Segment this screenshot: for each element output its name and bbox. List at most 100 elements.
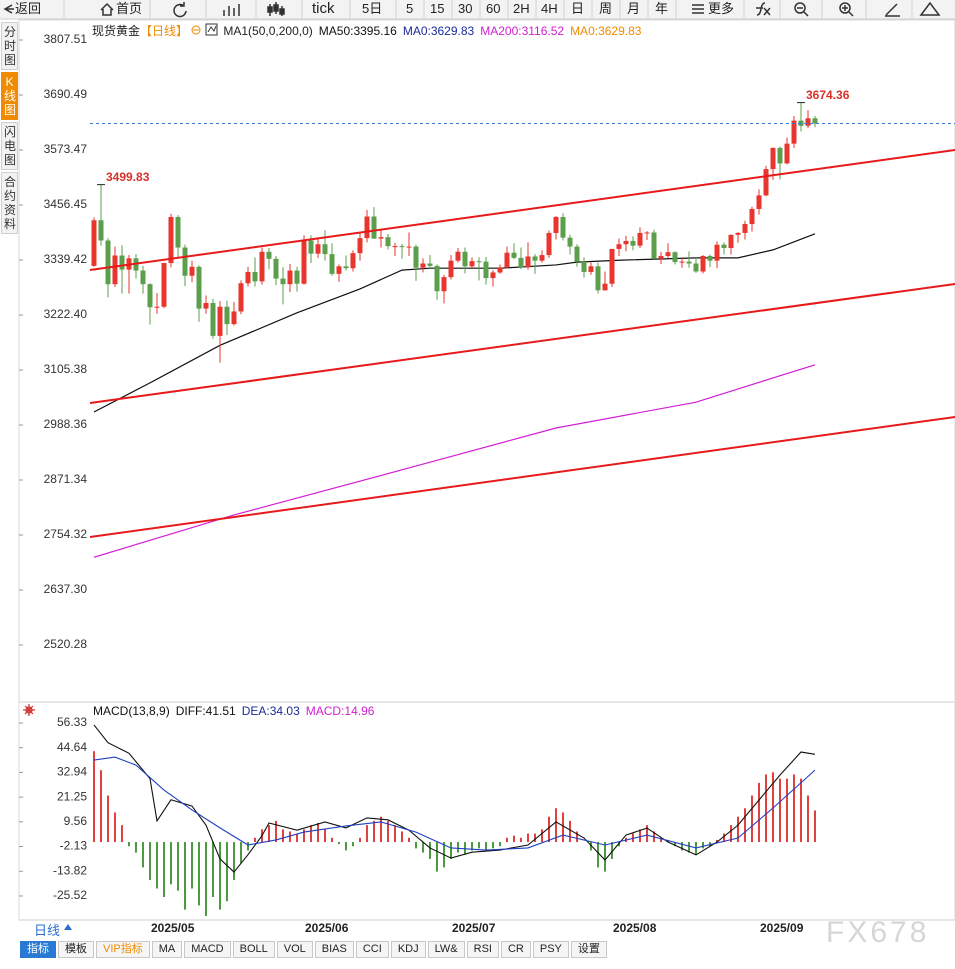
candle-body bbox=[812, 118, 818, 124]
candle-body bbox=[259, 251, 265, 282]
toolbar-button[interactable]: 日 bbox=[571, 1, 585, 16]
candle-body bbox=[210, 302, 216, 336]
candle-body bbox=[665, 252, 671, 256]
macd-bar bbox=[197, 842, 200, 906]
toolbar-button[interactable]: 周 bbox=[599, 1, 613, 16]
x-tick-label: 2025/05 bbox=[151, 921, 195, 935]
toolbar-button[interactable]: 60 bbox=[486, 1, 501, 16]
macd-bar bbox=[393, 825, 396, 843]
indicator-tab[interactable]: VOL bbox=[276, 941, 313, 958]
indicator-tab[interactable]: LW& bbox=[427, 941, 465, 958]
candle-body bbox=[742, 224, 748, 233]
toolbar-button[interactable]: 5日 bbox=[362, 1, 383, 16]
candle-body bbox=[301, 240, 307, 284]
candle-body bbox=[749, 208, 755, 225]
candle-body bbox=[245, 271, 251, 284]
y-tick-label: 32.94 bbox=[57, 765, 87, 779]
macd-bar bbox=[589, 842, 592, 851]
macd-bar bbox=[106, 795, 109, 843]
indicator-tab[interactable]: MA bbox=[151, 941, 183, 958]
candle-body bbox=[602, 283, 608, 291]
candle-body bbox=[294, 270, 300, 284]
macd-bar bbox=[785, 778, 788, 843]
indicator-tab[interactable]: VIP指标 bbox=[96, 941, 150, 958]
side-tab[interactable]: 闪电图 bbox=[1, 122, 18, 170]
macd-bar bbox=[736, 816, 739, 843]
candle-body bbox=[476, 261, 482, 263]
macd-bar bbox=[554, 808, 557, 843]
side-tab[interactable]: K线图 bbox=[1, 72, 18, 120]
candle-body bbox=[315, 244, 321, 254]
macd-bar bbox=[127, 842, 130, 847]
macd-bar bbox=[295, 833, 298, 843]
macd-bar bbox=[610, 842, 613, 859]
macd-bar bbox=[729, 825, 732, 843]
toolbar-button[interactable]: 4H bbox=[541, 1, 558, 16]
macd-bar bbox=[645, 825, 648, 843]
candle-body bbox=[518, 257, 524, 268]
candle-body bbox=[406, 246, 412, 248]
macd-bar bbox=[477, 842, 480, 849]
candle-body bbox=[770, 147, 776, 170]
y-tick-label: 2520.28 bbox=[44, 637, 88, 651]
macd-gear-icon[interactable] bbox=[23, 704, 35, 716]
macd-bar bbox=[533, 833, 536, 843]
macd-bar bbox=[330, 837, 333, 843]
toolbar-button[interactable]: 5 bbox=[406, 1, 414, 16]
macd-bar bbox=[225, 842, 228, 902]
indicator-tab[interactable]: 模板 bbox=[58, 941, 94, 958]
candle-body bbox=[273, 258, 279, 279]
candle-body bbox=[287, 270, 293, 285]
macd-bar bbox=[435, 842, 438, 872]
toolbar-button[interactable]: 首页 bbox=[116, 1, 143, 16]
toolbar-button[interactable]: 年 bbox=[655, 1, 669, 16]
toolbar-button[interactable]: 30 bbox=[458, 1, 473, 16]
indicator-tabs: 指标 模板 VIP指标 MA MACD BOLL VOL BIAS CCI KDJ LW& RSI CR… bbox=[20, 941, 609, 958]
candle-body bbox=[623, 240, 629, 245]
candle-body bbox=[434, 265, 440, 292]
side-tab[interactable]: 合约资料 bbox=[1, 172, 18, 234]
candle-body bbox=[483, 261, 489, 279]
indicator-tab[interactable]: RSI bbox=[466, 941, 499, 958]
macd-bar bbox=[134, 842, 137, 853]
legend-item: MA50:3395.16 bbox=[318, 24, 397, 38]
side-tab[interactable]: 分时图 bbox=[1, 22, 18, 70]
indicator-tab[interactable]: PSY bbox=[532, 941, 569, 958]
macd-bar bbox=[183, 842, 186, 910]
indicator-tab[interactable]: KDJ bbox=[390, 941, 426, 958]
candle-body bbox=[791, 120, 797, 144]
y-tick-label: 3339.42 bbox=[44, 252, 88, 266]
indicator-tab[interactable]: MACD bbox=[184, 941, 231, 958]
candle-body bbox=[490, 272, 496, 279]
period-button[interactable]: 日线 bbox=[34, 923, 61, 938]
candle-body bbox=[700, 255, 706, 272]
macd-line bbox=[93, 756, 816, 851]
toolbar-button[interactable]: 返回 bbox=[15, 1, 42, 16]
indicator-tab[interactable]: BIAS bbox=[314, 941, 354, 958]
indicator-tab[interactable]: CR bbox=[500, 941, 531, 958]
macd-bar bbox=[400, 831, 403, 843]
toolbar-button[interactable]: tick bbox=[312, 0, 335, 17]
candle-body bbox=[609, 248, 615, 284]
macd-bar bbox=[421, 842, 424, 853]
y-tick-label: 3222.40 bbox=[44, 307, 88, 321]
indicator-tab[interactable]: CCI bbox=[355, 941, 389, 958]
candle-body bbox=[105, 240, 111, 285]
indicator-tab[interactable]: 指标 bbox=[20, 941, 56, 958]
toolbar-button[interactable]: 15 bbox=[430, 1, 445, 16]
indicator-tab[interactable]: BOLL bbox=[232, 941, 275, 958]
indicator-tab[interactable]: 设置 bbox=[570, 941, 607, 958]
candle-body bbox=[525, 256, 531, 268]
macd-bar bbox=[211, 842, 214, 897]
toolbar-button[interactable]: 月 bbox=[627, 1, 641, 16]
candle-body bbox=[238, 283, 244, 312]
toolbar-button[interactable]: 2H bbox=[513, 1, 530, 16]
trend-line bbox=[89, 149, 955, 271]
macd-bar bbox=[176, 842, 179, 891]
candle-body bbox=[777, 147, 783, 164]
macd-bar bbox=[806, 795, 809, 843]
toolbar-button[interactable]: 更多 bbox=[708, 1, 735, 16]
candle-body bbox=[511, 252, 517, 258]
candle-body bbox=[364, 216, 370, 239]
candle-body bbox=[112, 255, 118, 285]
